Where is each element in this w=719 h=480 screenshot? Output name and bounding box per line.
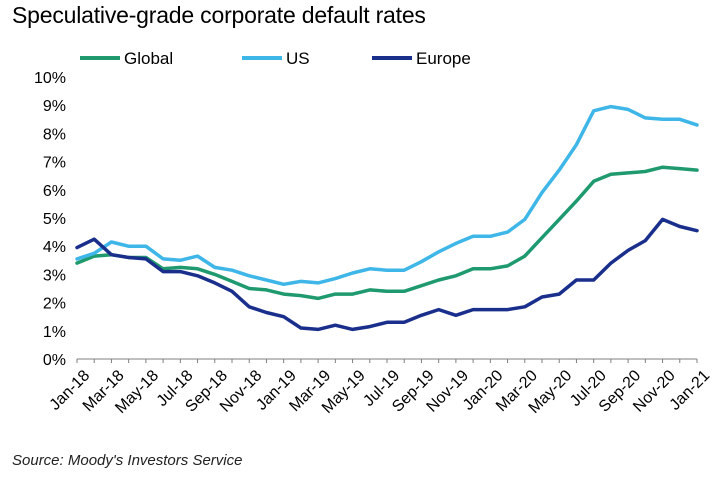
y-tick-label-4: 4% — [43, 239, 66, 256]
y-tick-label-7: 7% — [43, 155, 66, 172]
x-axis: Jan-18Mar-18May-18Jul-18Sep-18Nov-18Jan-… — [47, 358, 713, 417]
legend-label-us: US — [286, 49, 310, 68]
y-tick-label-1: 1% — [43, 324, 66, 341]
series-line-us — [75, 104, 699, 287]
y-tick-label-2: 2% — [43, 296, 66, 313]
legend-label-europe: Europe — [416, 49, 471, 68]
legend-label-global: Global — [124, 49, 173, 68]
chart-legend: Global US Europe — [80, 49, 471, 68]
series-line-europe — [75, 217, 699, 332]
chart-title: Speculative-grade corporate default rate… — [12, 2, 426, 28]
series-lines — [75, 104, 699, 332]
y-tick-label-3: 3% — [43, 267, 66, 284]
series-line-global — [75, 165, 699, 301]
y-tick-label-9: 9% — [43, 98, 66, 115]
y-tick-label-5: 5% — [43, 211, 66, 228]
y-tick-label-8: 8% — [43, 126, 66, 143]
y-tick-label-0: 0% — [43, 352, 66, 369]
y-tick-label-10: 10% — [34, 70, 66, 87]
chart-source: Source: Moody's Investors Service — [12, 452, 243, 469]
y-axis: 0% 1% 2% 3% 4% 5% 6% 7% 8% 9% 10% — [34, 70, 66, 369]
y-tick-label-6: 6% — [43, 183, 66, 200]
